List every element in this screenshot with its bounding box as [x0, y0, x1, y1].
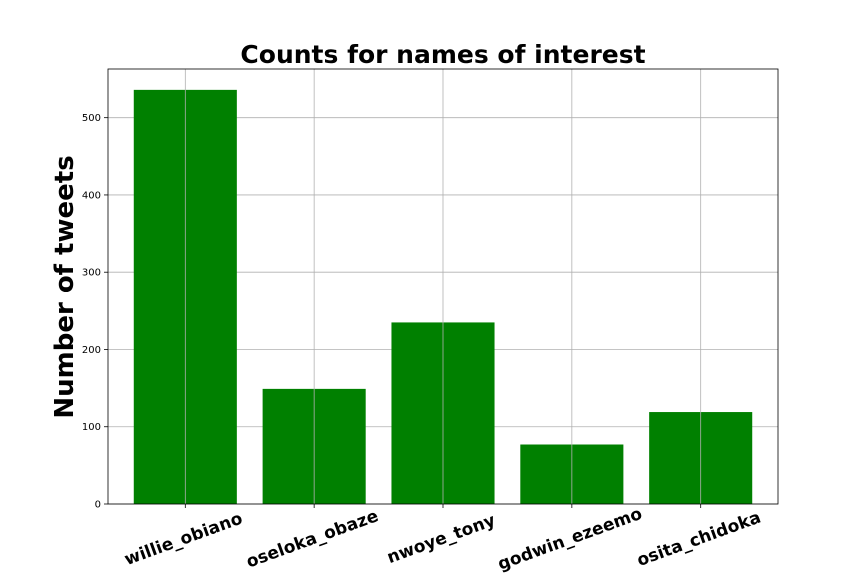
y-ticks: 0 100 200 300 400 500: [82, 113, 108, 511]
x-tick-label: nwoye_tony: [384, 510, 498, 568]
y-tick-label: 100: [82, 422, 101, 433]
x-tick-label: oseloka_obaze: [244, 506, 381, 572]
x-tick-label: willie_obiano: [122, 509, 245, 570]
y-tick-label: 300: [82, 268, 101, 279]
y-tick-label: 400: [82, 190, 101, 201]
y-axis-label: Number of tweets: [50, 155, 80, 418]
y-tick-label: 500: [82, 113, 101, 124]
x-grid-layer: [184, 69, 702, 504]
x-tick-label: godwin_ezeemo: [495, 504, 645, 575]
x-tick-label: osita_chidoka: [634, 508, 763, 571]
chart-title: Counts for names of interest: [240, 40, 645, 69]
y-tick-label: 200: [82, 345, 101, 356]
y-tick-label: 0: [95, 500, 101, 511]
